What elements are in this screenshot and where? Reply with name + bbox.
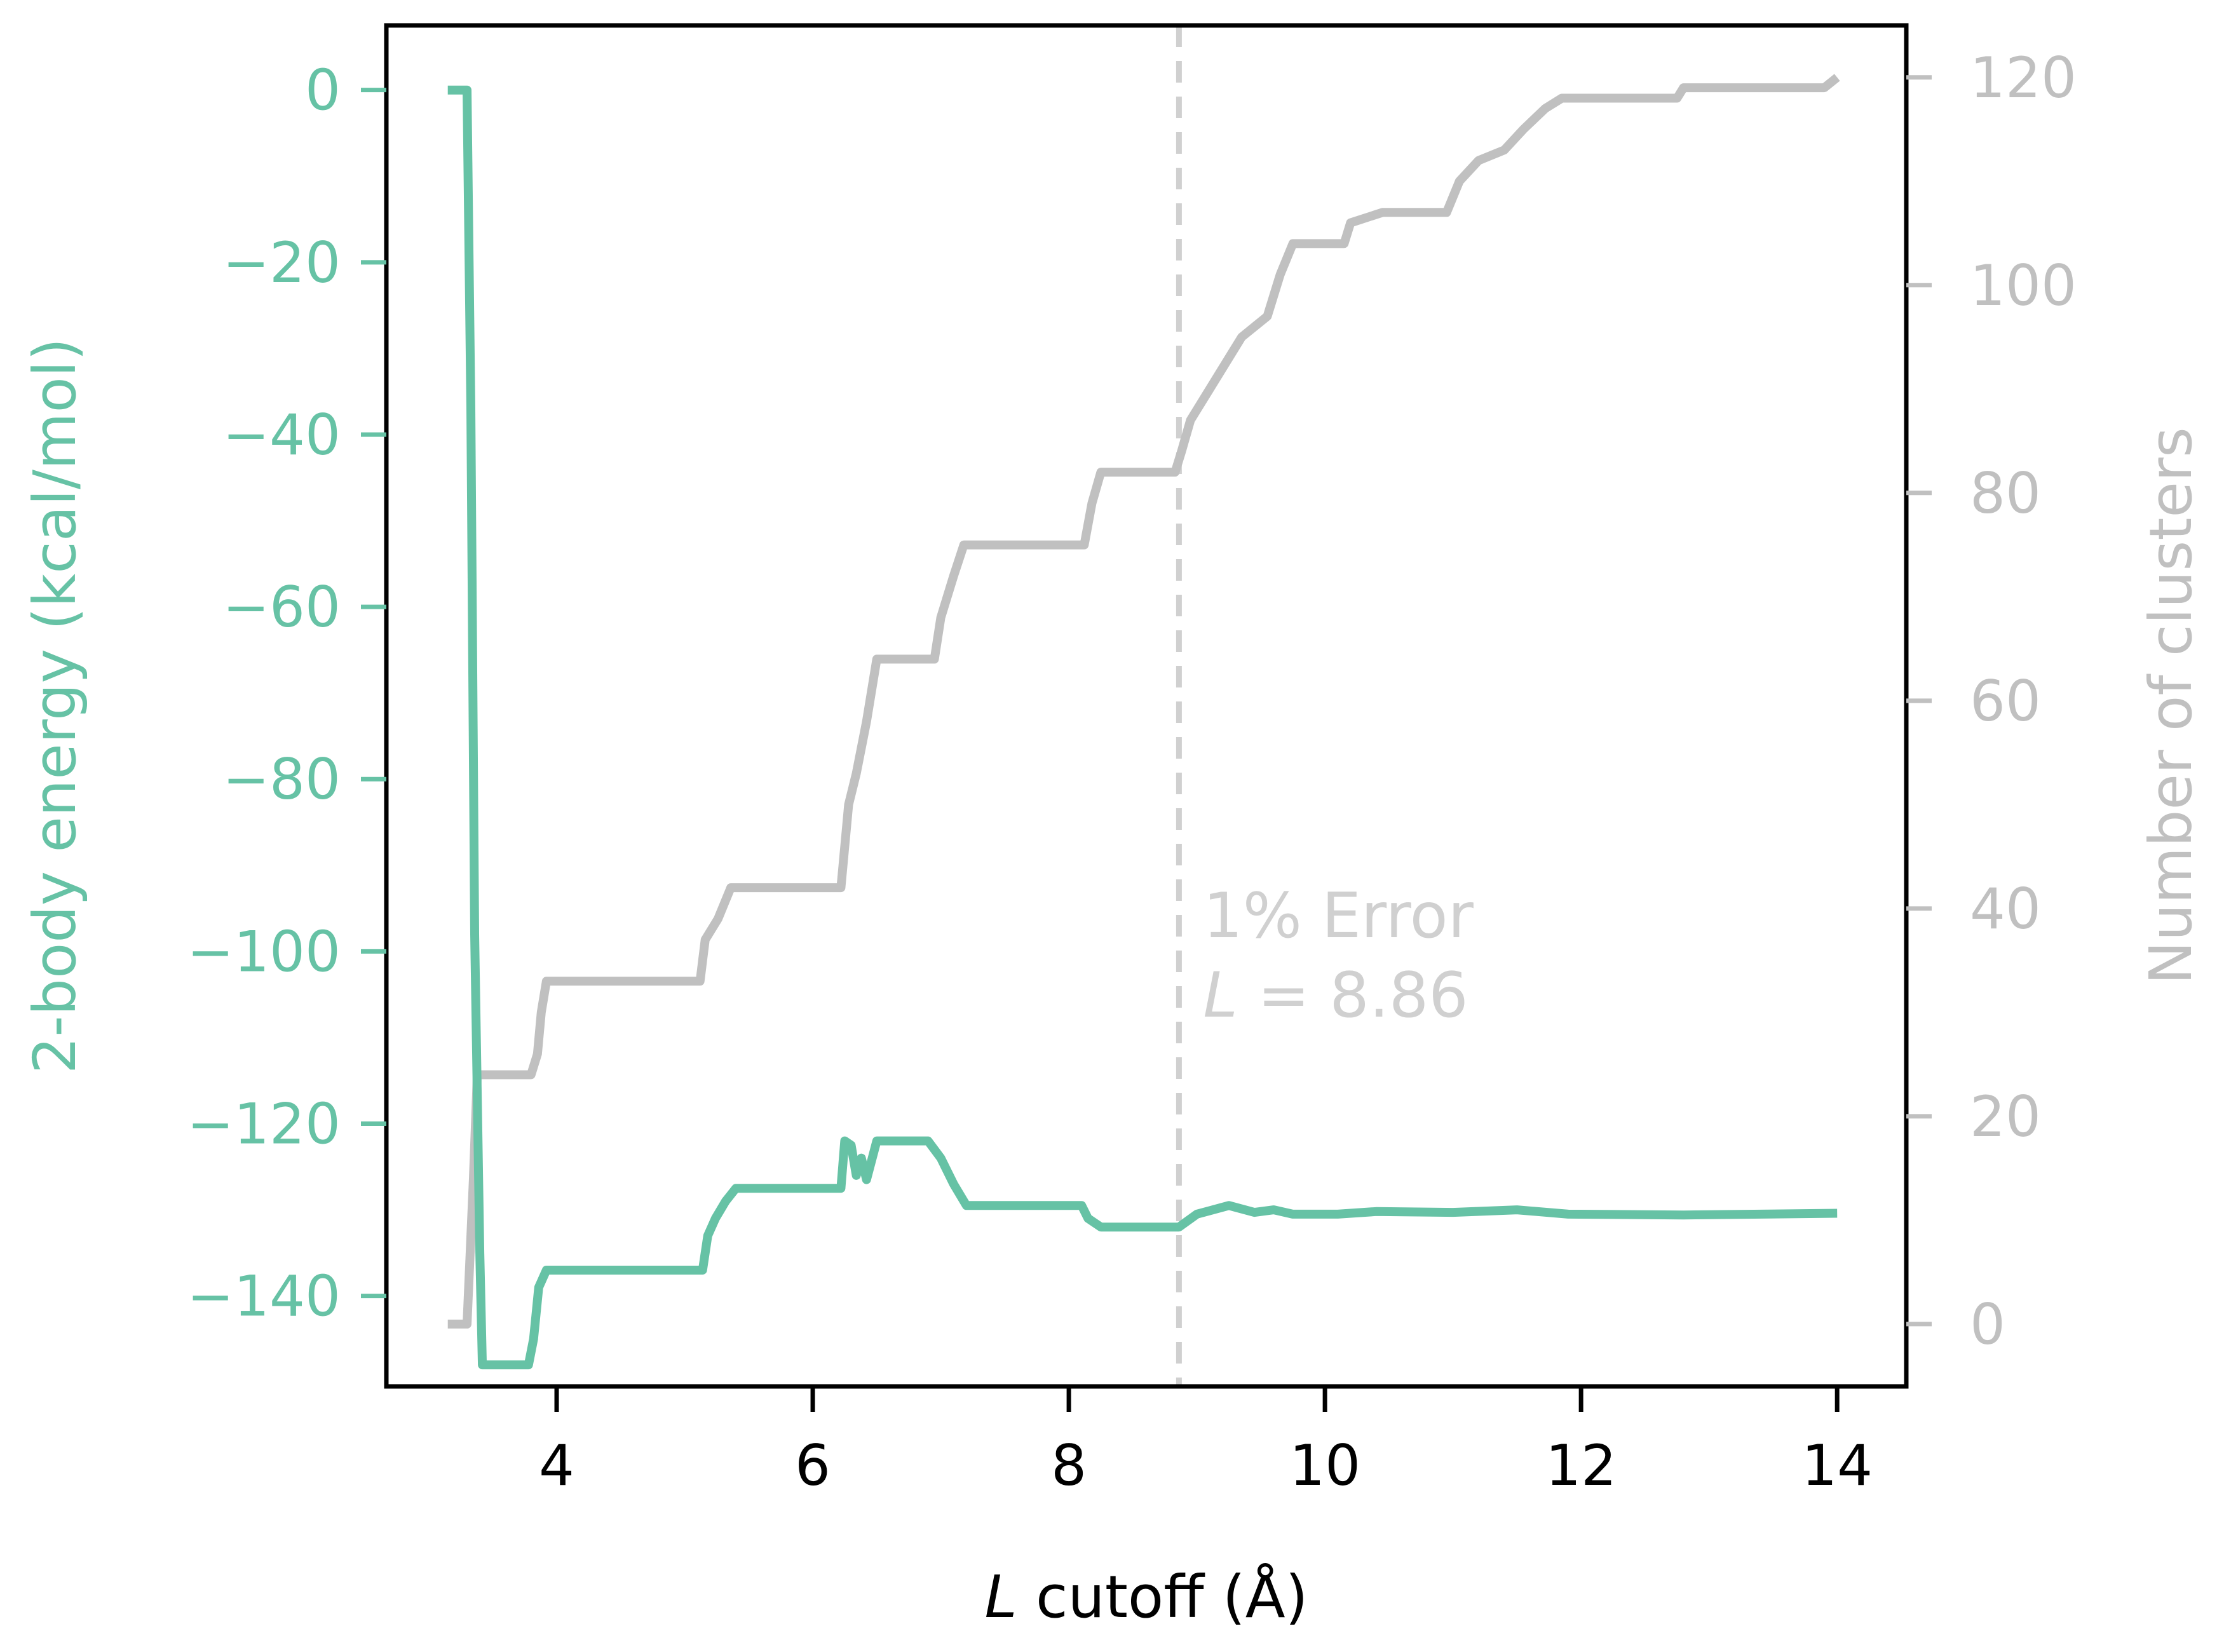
y-right-tick-label: 120 [1970, 45, 2077, 111]
y-left-tick-label: −60 [222, 574, 341, 640]
y-left-tick-label: −120 [187, 1092, 341, 1157]
x-tick-label: 6 [795, 1433, 831, 1498]
y-left-tick-label: −40 [222, 402, 341, 468]
y-right-tick-label: 60 [1970, 668, 2041, 734]
x-tick-label: 8 [1051, 1433, 1087, 1498]
x-tick-label: 14 [1801, 1433, 1873, 1498]
y-right-tick-label: 40 [1970, 876, 2041, 942]
series-line-energy [447, 85, 1838, 1370]
series-line-clusters [447, 74, 1840, 1329]
y-left-tick-label: −20 [222, 230, 341, 295]
x-axis-title-text: cutoff (Å) [1017, 1562, 1308, 1631]
x-tick-label: 10 [1289, 1433, 1360, 1498]
annotation-value: L = 8.86 [1203, 959, 1468, 1032]
y-left-axis-title: 2-body energy (kcal/mol) [21, 338, 89, 1074]
y-right-tick-label: 20 [1970, 1084, 2041, 1149]
x-axis-title: L cutoff (Å) [984, 1562, 1308, 1631]
y-left-tick-label: 0 [305, 58, 341, 123]
x-tick-label: 12 [1545, 1433, 1617, 1498]
x-axis-title-symbol: L [984, 1563, 1017, 1631]
y-right-tick-label: 0 [1970, 1292, 2005, 1357]
annotation-label: 1% Error [1203, 880, 1474, 952]
y-right-tick-label: 100 [1970, 253, 2077, 318]
annotation-value-text: = 8.86 [1238, 959, 1468, 1032]
y-left-tick-label: −80 [222, 747, 341, 812]
x-tick-label: 4 [539, 1433, 574, 1498]
y-left-tick-label: −100 [187, 919, 341, 984]
annotation-symbol: L [1203, 959, 1238, 1032]
y-left-tick-label: −140 [187, 1264, 341, 1329]
y-right-tick-label: 80 [1970, 461, 2041, 526]
y-right-axis-title: Number of clusters [2137, 427, 2205, 985]
plot-frame [384, 23, 1909, 1389]
